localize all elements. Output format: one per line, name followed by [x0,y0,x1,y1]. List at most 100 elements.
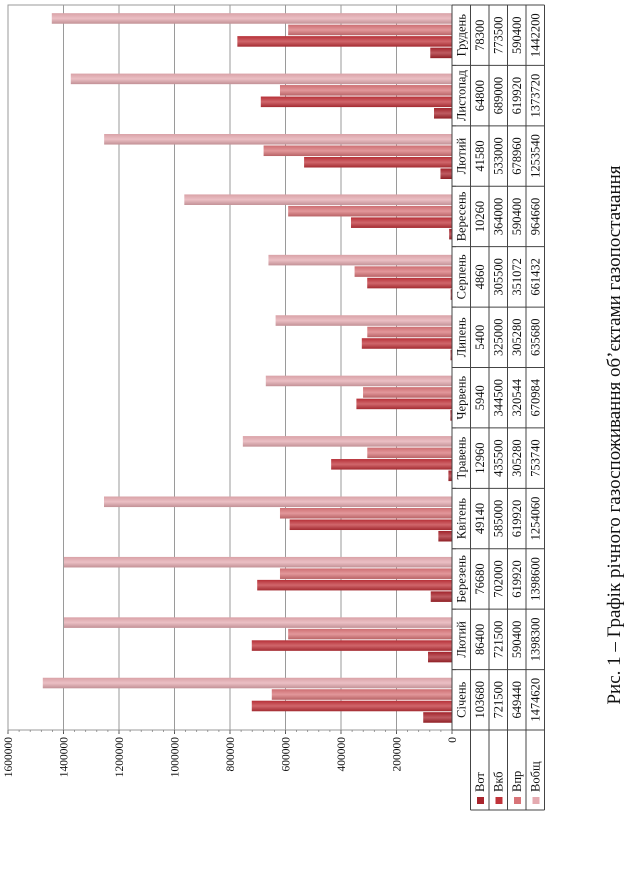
bar-Вот-5 [448,470,452,482]
x-category-label: Листопад [455,70,469,122]
bar-Вот-12 [430,47,452,59]
table-cell: 753740 [529,439,543,477]
bar-Впр-5 [367,447,452,459]
table-cell: 721500 [492,681,506,719]
x-category-label: Серпень [455,254,469,299]
table-cell: 344500 [492,379,506,417]
x-category-label: Червень [455,376,469,420]
bar-Вобщ-8 [268,254,453,266]
table-cell: 702000 [492,560,506,598]
bar-Впр-2 [288,628,452,640]
table-cell: 1474620 [529,678,543,722]
table-cell: 49140 [473,503,487,534]
table-cell: 670984 [529,378,543,416]
table-cell: 1253540 [529,134,543,178]
bar-Вобщ-5 [242,436,452,447]
bar-Вобщ-3 [63,556,452,568]
table-cell: 590400 [510,16,524,54]
legend-label: Вкб [492,772,506,792]
bar-Вобщ-4 [104,496,452,508]
bar-Вкб-2 [251,640,452,651]
table-cell: 585000 [492,500,506,537]
y-tick-label: 200000 [392,737,404,772]
bar-Вобщ-7 [275,315,452,326]
table-cell: 78300 [473,20,487,51]
table-cell: 533000 [492,137,506,175]
bar-Вкб-12 [237,36,452,47]
y-tick-label: 1200000 [114,737,126,778]
table-cell: 689000 [492,77,506,115]
table-cell: 305280 [510,439,524,477]
legend-key-Впр [514,797,521,804]
table-cell: 76680 [473,563,487,594]
table-cell: 1373720 [529,74,543,118]
table-cell: 1254060 [529,497,543,541]
bar-Вкб-8 [367,277,452,289]
table-cell: 103680 [473,681,487,719]
bar-Вкб-9 [350,217,452,228]
table-cell: 678960 [510,137,524,175]
bar-Впр-8 [354,266,452,277]
table-cell: 5940 [473,385,487,410]
y-tick-label: 1600000 [3,737,15,778]
legend-label: Впр [510,771,524,792]
bar-Вкб-6 [356,398,452,410]
table-cell: 1442200 [529,13,543,57]
bar-Впр-6 [363,387,452,398]
table-cell: 12960 [473,443,487,474]
x-category-label: Березень [455,555,469,603]
x-category-label: Грудень [455,14,469,57]
table-cell: 1398300 [529,618,543,662]
legend-label: Вобщ [529,761,543,792]
y-tick-label: 800000 [225,737,237,772]
bar-Впр-9 [288,205,452,217]
table-cell: 435500 [492,439,506,477]
x-category-label: Вересень [455,191,469,241]
bar-Вкб-7 [361,338,452,349]
bar-Впр-11 [279,85,452,96]
figure-caption: Рис. 1 – Графік річного газоспоживання о… [604,165,625,704]
legend-key-Вкб [495,797,503,804]
bar-Вобщ-6 [265,375,452,387]
table-cell: 41580 [473,140,487,171]
table-cell: 590400 [510,621,524,659]
y-tick-label: 600000 [281,737,293,772]
y-tick-label: 1400000 [59,737,71,778]
bar-Вот-9 [449,228,452,240]
table-cell: 5400 [473,325,487,350]
bar-Вот-2 [428,651,452,663]
bar-Вкб-4 [289,519,452,531]
table-cell: 773500 [492,16,506,54]
table-cell: 721500 [492,621,506,659]
table-cell: 4860 [473,264,487,289]
table-cell: 590400 [510,198,524,236]
table-cell: 661432 [529,258,543,296]
table-cell: 64800 [473,80,487,111]
legend-key-Вот [477,797,484,804]
bar-Впр-12 [288,24,452,36]
bar-Вот-4 [438,530,452,542]
table-cell: 10260 [473,201,487,232]
table-cell: 364000 [492,198,506,236]
y-tick-label: 0 [447,737,459,743]
table-cell: 619920 [510,500,524,537]
x-category-label: Квітень [455,498,469,539]
bar-Вобщ-9 [184,194,452,205]
x-category-label: Липень [455,317,469,357]
table-cell: 619920 [510,560,524,598]
table-cell: 305280 [510,319,524,357]
bar-Вкб-3 [257,579,453,591]
legend-key-Вобщ [532,797,540,804]
table-cell: 619920 [510,77,524,115]
bar-Вот-11 [434,108,452,119]
x-category-label: Лютий [455,137,469,174]
table-cell: 964660 [529,198,543,236]
bar-Впр-7 [367,326,452,338]
bar-Вобщ-10 [104,133,452,145]
bar-Вкб-1 [251,700,452,712]
bar-Вобщ-1 [42,677,452,689]
bar-Впр-10 [263,145,452,157]
x-category-label: Лютий [455,621,469,658]
